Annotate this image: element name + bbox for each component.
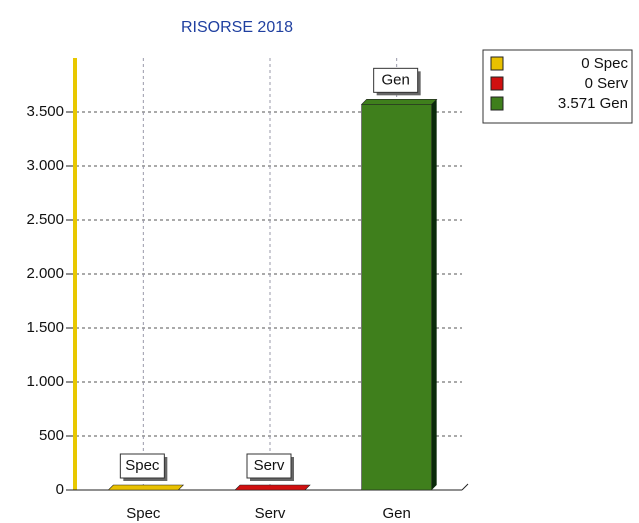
bar [107,484,185,491]
y-tick-label: 3.000 [26,157,64,174]
bar-top [107,484,185,491]
bar-top [360,99,438,105]
legend-value: 3.571 [558,95,596,112]
y-tick-label: 0 [56,481,64,498]
annotation: Serv [254,457,285,474]
legend-name: Serv [597,75,628,92]
bar-front [361,104,432,491]
legend-entry: 0 Serv [585,75,629,92]
annotation-box [373,67,419,93]
legend-swatch [490,96,504,111]
legend-entry: 3.571 Gen [558,95,628,112]
y-tick-label: 2.000 [26,265,64,282]
annotation: Spec [125,457,160,474]
y-tick-label: 1.000 [26,373,64,390]
annotation-box [246,453,292,479]
legend-box [482,49,633,124]
bar-top [234,484,311,491]
annotation: Gen [381,71,409,88]
x-tick-label: Spec [126,505,161,522]
legend-value: 0 [581,55,589,72]
y-tick-label: 3.500 [26,103,64,120]
bar-side [431,99,437,490]
legend-swatch [490,56,504,71]
x-tick-label: Serv [255,505,286,522]
legend-entry: 0 Spec [581,55,628,72]
y-tick-label: 2.500 [26,211,64,228]
floor-edge [461,483,469,491]
y-tick-label: 1.500 [26,319,64,336]
chart-title: RISORSE 2018 [181,19,293,36]
legend-name: Spec [594,55,629,72]
y-tick-label: 500 [39,427,64,444]
x-tick-label: Gen [382,505,410,522]
legend-name: Gen [600,95,628,112]
legend-value: 0 [585,75,593,92]
annotation-box [119,453,165,479]
bar [234,484,311,491]
bar [360,99,438,491]
legend-swatch [490,76,504,91]
